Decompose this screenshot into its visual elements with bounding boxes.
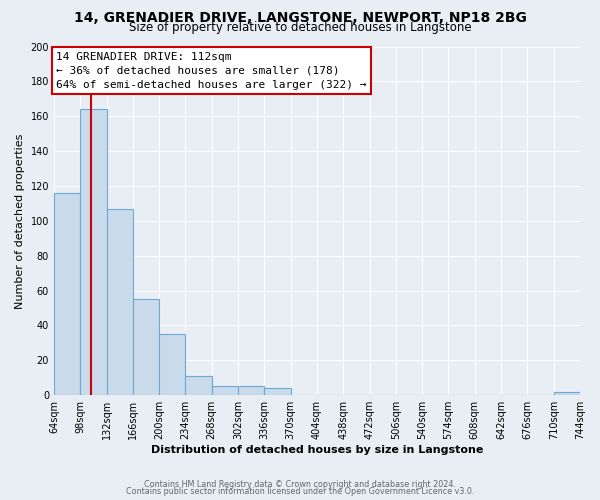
Text: Size of property relative to detached houses in Langstone: Size of property relative to detached ho… <box>128 21 472 34</box>
Bar <box>212 386 238 395</box>
Text: 14, GRENADIER DRIVE, LANGSTONE, NEWPORT, NP18 2BG: 14, GRENADIER DRIVE, LANGSTONE, NEWPORT,… <box>74 11 526 25</box>
X-axis label: Distribution of detached houses by size in Langstone: Distribution of detached houses by size … <box>151 445 483 455</box>
Y-axis label: Number of detached properties: Number of detached properties <box>15 133 25 308</box>
Bar <box>185 376 212 395</box>
Bar <box>265 388 290 395</box>
Text: 14 GRENADIER DRIVE: 112sqm
← 36% of detached houses are smaller (178)
64% of sem: 14 GRENADIER DRIVE: 112sqm ← 36% of deta… <box>56 52 367 90</box>
Bar <box>133 300 159 395</box>
Bar <box>554 392 580 395</box>
Text: Contains HM Land Registry data © Crown copyright and database right 2024.: Contains HM Land Registry data © Crown c… <box>144 480 456 489</box>
Bar <box>54 193 80 395</box>
Bar <box>238 386 265 395</box>
Bar <box>159 334 185 395</box>
Bar <box>107 208 133 395</box>
Bar <box>80 110 107 395</box>
Text: Contains public sector information licensed under the Open Government Licence v3: Contains public sector information licen… <box>126 487 474 496</box>
